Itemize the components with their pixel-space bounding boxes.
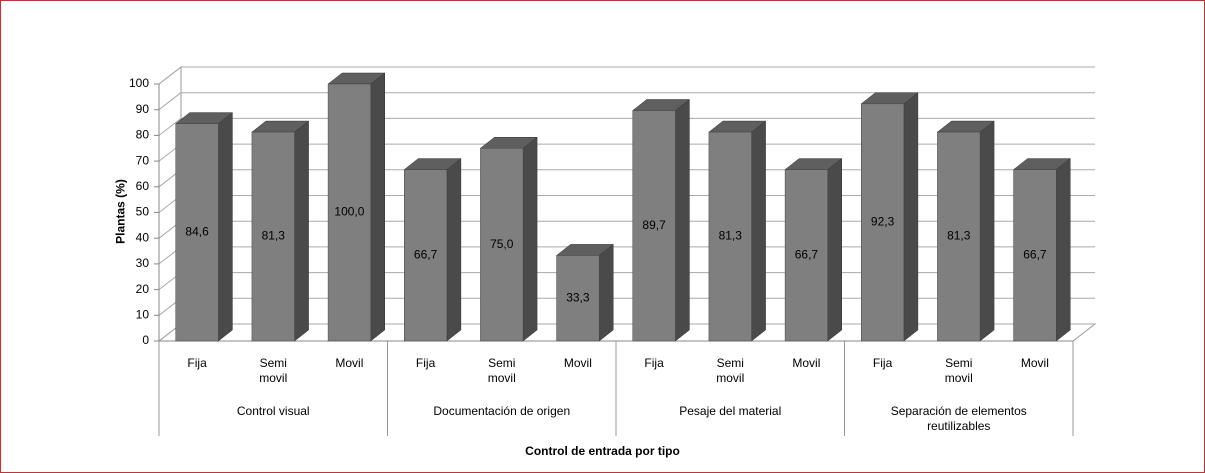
y-axis-title: Plantas (%) xyxy=(113,179,128,244)
grid-line xyxy=(158,66,182,85)
bar xyxy=(1013,169,1057,342)
y-tick-label: 20 xyxy=(136,282,150,296)
y-tick-label: 80 xyxy=(136,128,150,142)
bar-3d xyxy=(1012,158,1071,342)
x-tick-label: Movil xyxy=(335,356,364,370)
bar xyxy=(404,169,448,342)
bar-side xyxy=(294,120,309,342)
bar xyxy=(327,83,371,342)
bar-3d xyxy=(860,92,919,342)
x-axis-title: Control de entrada por tipo xyxy=(525,444,680,458)
bar-side xyxy=(979,120,995,342)
bar-3d xyxy=(936,120,995,342)
y-tick-label: 70 xyxy=(136,153,150,167)
y-tick-label: 90 xyxy=(136,102,150,116)
x-tick-label: Fija xyxy=(187,356,207,370)
bar-side xyxy=(522,136,538,342)
grid-line xyxy=(158,92,182,111)
x-tick-label: Semi movil xyxy=(716,356,745,385)
bar-side xyxy=(446,158,462,342)
bar-side xyxy=(751,120,766,342)
x-tick-label: Movil xyxy=(792,356,821,370)
bar-side xyxy=(675,98,690,342)
group-label: Control visual xyxy=(236,404,310,418)
value-label: 81,3 xyxy=(947,229,971,243)
x-tick-label: Semi movil xyxy=(259,356,288,385)
y-tick-label: 40 xyxy=(136,230,150,244)
bar-side xyxy=(218,112,233,342)
y-tick-label: 50 xyxy=(136,205,150,219)
bar-side xyxy=(903,92,919,342)
bar xyxy=(708,131,752,342)
value-label: 84,6 xyxy=(185,224,209,238)
bar xyxy=(251,131,295,342)
x-tick-label: Semi movil xyxy=(944,356,973,385)
grid-line xyxy=(158,118,182,136)
value-label: 100,0 xyxy=(334,205,364,219)
y-tick-label: 100 xyxy=(129,76,149,90)
value-label: 75,0 xyxy=(490,237,514,251)
bar-3d xyxy=(784,158,843,342)
y-tick-label: 30 xyxy=(136,256,150,270)
bar xyxy=(632,110,676,342)
x-tick-label: Movil xyxy=(563,356,592,370)
value-label: 89,7 xyxy=(642,218,666,232)
bar xyxy=(937,131,981,342)
bar xyxy=(861,103,905,342)
bar-side xyxy=(370,72,385,342)
bar-3d xyxy=(175,112,234,342)
bar-side xyxy=(827,158,842,342)
y-tick-label: 10 xyxy=(136,307,150,321)
value-label: 66,7 xyxy=(795,247,819,261)
x-tick-label: Movil xyxy=(1020,356,1049,370)
bar xyxy=(784,169,828,342)
value-label: 33,3 xyxy=(566,290,590,304)
x-tick-label: Semi movil xyxy=(487,356,516,385)
bar xyxy=(480,148,524,342)
bar xyxy=(175,123,219,342)
group-label: Documentación de origen xyxy=(433,404,571,418)
bar-3d xyxy=(479,136,538,342)
bar-3d xyxy=(555,243,614,342)
bar-3d xyxy=(403,158,462,342)
value-label: 81,3 xyxy=(262,229,286,243)
value-label: 81,3 xyxy=(719,229,743,243)
group-label: Pesaje del material xyxy=(679,404,782,418)
value-label: 66,7 xyxy=(1023,247,1047,261)
bar-side xyxy=(1055,158,1071,342)
bar-3d xyxy=(632,98,691,342)
value-label: 92,3 xyxy=(871,215,895,229)
bar-3d xyxy=(327,72,386,342)
x-tick-label: Fija xyxy=(872,356,893,370)
bar-3d xyxy=(251,120,310,342)
bar-side xyxy=(598,243,614,342)
y-tick-label: 0 xyxy=(142,333,149,347)
value-label: 66,7 xyxy=(414,247,438,261)
y-tick-label: 60 xyxy=(136,179,150,193)
bar xyxy=(556,255,600,342)
group-label: Separación de elementos reutilizables xyxy=(890,404,1027,433)
x-tick-label: Fija xyxy=(415,356,436,370)
bar-3d xyxy=(708,120,767,342)
x-tick-label: Fija xyxy=(644,356,664,370)
